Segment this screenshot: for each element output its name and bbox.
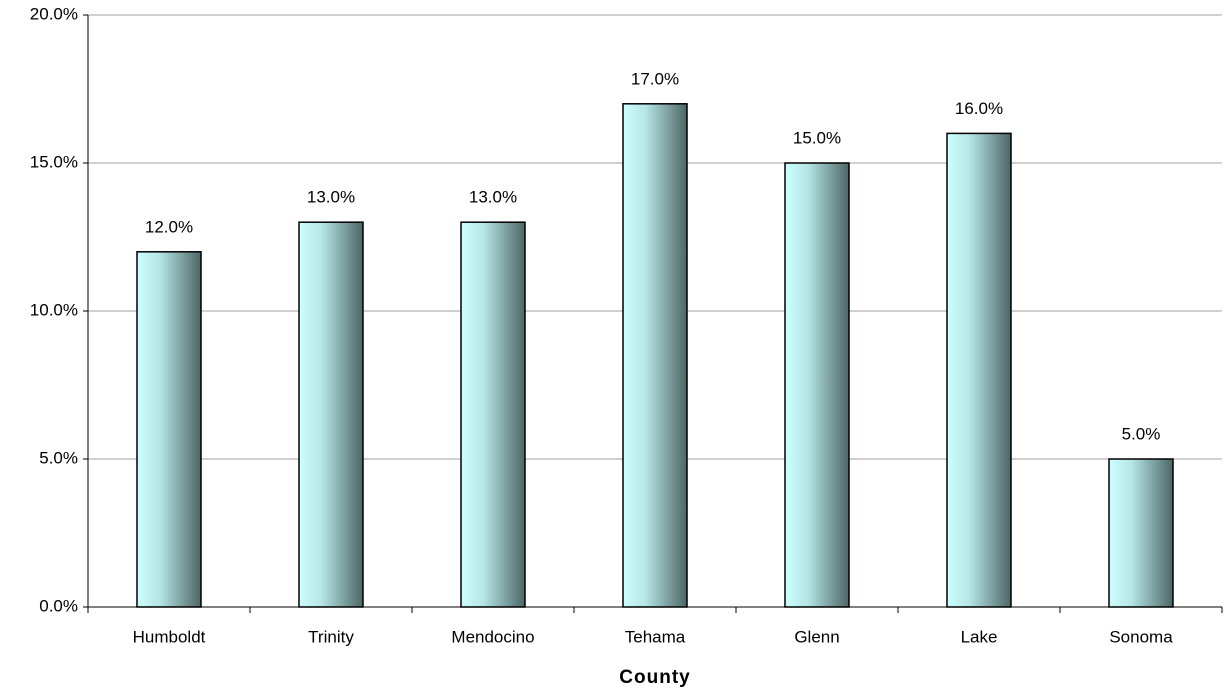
- bar: [460, 221, 526, 608]
- data-label: 5.0%: [1122, 424, 1161, 443]
- bar: [136, 251, 202, 608]
- y-tick-label: 20.0%: [30, 4, 78, 23]
- data-label: 13.0%: [307, 188, 355, 207]
- y-tick-label: 10.0%: [30, 300, 78, 319]
- data-label: 13.0%: [469, 188, 517, 207]
- y-tick-label: 5.0%: [39, 448, 78, 467]
- data-label: 16.0%: [955, 99, 1003, 118]
- data-label: 12.0%: [145, 217, 193, 236]
- x-tick-label: Glenn: [794, 627, 839, 646]
- x-tick-label: Mendocino: [451, 627, 534, 646]
- x-tick-label: Humboldt: [133, 627, 206, 646]
- bar: [1108, 458, 1174, 608]
- y-tick-label: 15.0%: [30, 152, 78, 171]
- bar: [946, 132, 1012, 608]
- x-tick-label: Sonoma: [1109, 627, 1173, 646]
- data-label: 15.0%: [793, 128, 841, 147]
- bar: [784, 162, 850, 608]
- x-tick-label: Lake: [961, 627, 998, 646]
- x-tick-label: Tehama: [625, 627, 686, 646]
- x-tick-label: Trinity: [308, 627, 354, 646]
- data-label: 17.0%: [631, 69, 679, 88]
- bar: [298, 221, 364, 608]
- y-tick-label: 0.0%: [39, 596, 78, 615]
- x-axis-title: County: [619, 667, 690, 688]
- bar: [622, 103, 688, 608]
